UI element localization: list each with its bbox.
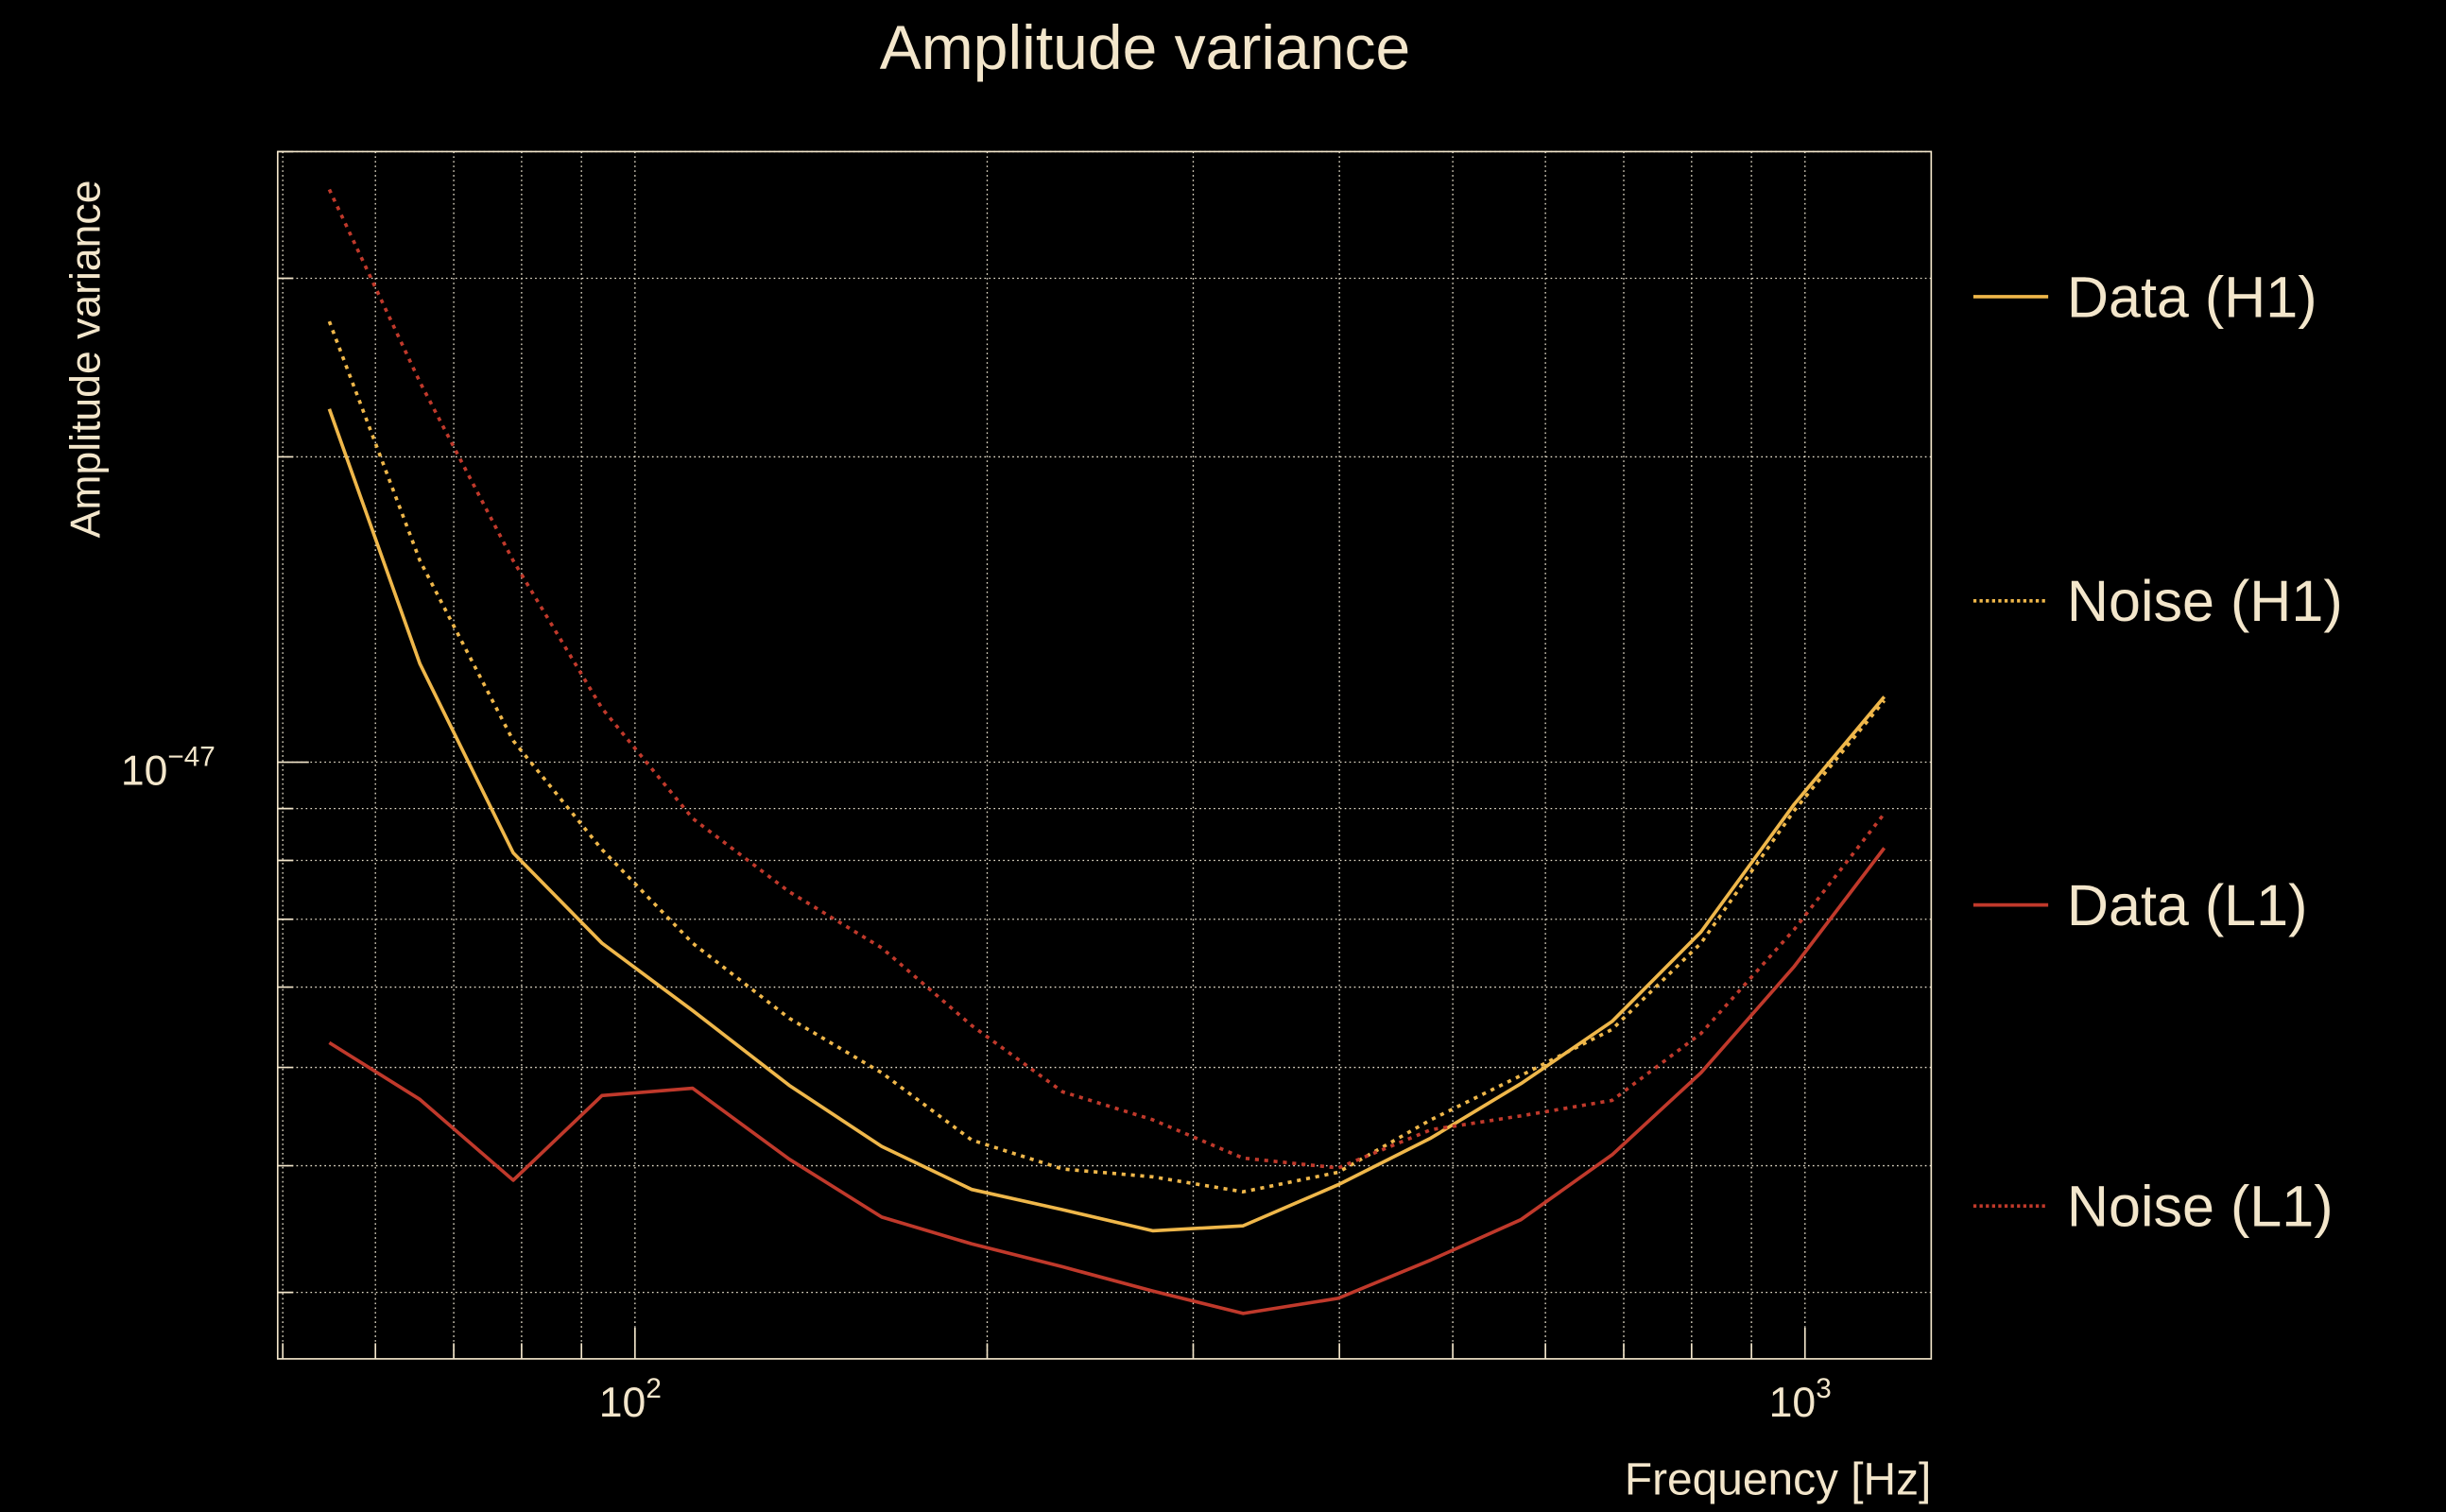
series-group xyxy=(327,188,1886,1315)
y-tick-exp: −47 xyxy=(167,742,215,773)
y-tick-label-1e-47: 10−47 xyxy=(121,742,215,795)
legend: Data (H1) Noise (H1) Data (L1) Noise (L1) xyxy=(1972,265,2343,1239)
legend-label-data-h1: Data (H1) xyxy=(2067,265,2317,329)
x-tick-label-100: 102 xyxy=(599,1373,662,1426)
series-line-data-l1 xyxy=(328,847,1886,1315)
x-tick-base: 10 xyxy=(599,1380,646,1426)
legend-label-data-l1: Data (L1) xyxy=(2067,873,2307,937)
x-tick-label-1000: 103 xyxy=(1769,1373,1832,1426)
x-tick-exp: 3 xyxy=(1816,1373,1832,1404)
y-tick-base: 10 xyxy=(121,748,168,795)
chart-title: Amplitude variance xyxy=(880,12,1410,82)
x-tick-base: 10 xyxy=(1769,1380,1817,1426)
grid xyxy=(277,150,1932,1359)
legend-label-noise-h1: Noise (H1) xyxy=(2067,569,2343,633)
x-tick-exp: 2 xyxy=(646,1373,662,1404)
y-axis-label: Amplitude variance xyxy=(63,180,110,539)
x-axis-label: Frequency [Hz] xyxy=(1625,1455,1931,1505)
plot-frame xyxy=(276,150,1933,1360)
series-line-data-h1 xyxy=(327,408,1886,1233)
legend-label-noise-l1: Noise (L1) xyxy=(2067,1175,2334,1239)
series-line-noise-l1 xyxy=(327,188,1886,1170)
